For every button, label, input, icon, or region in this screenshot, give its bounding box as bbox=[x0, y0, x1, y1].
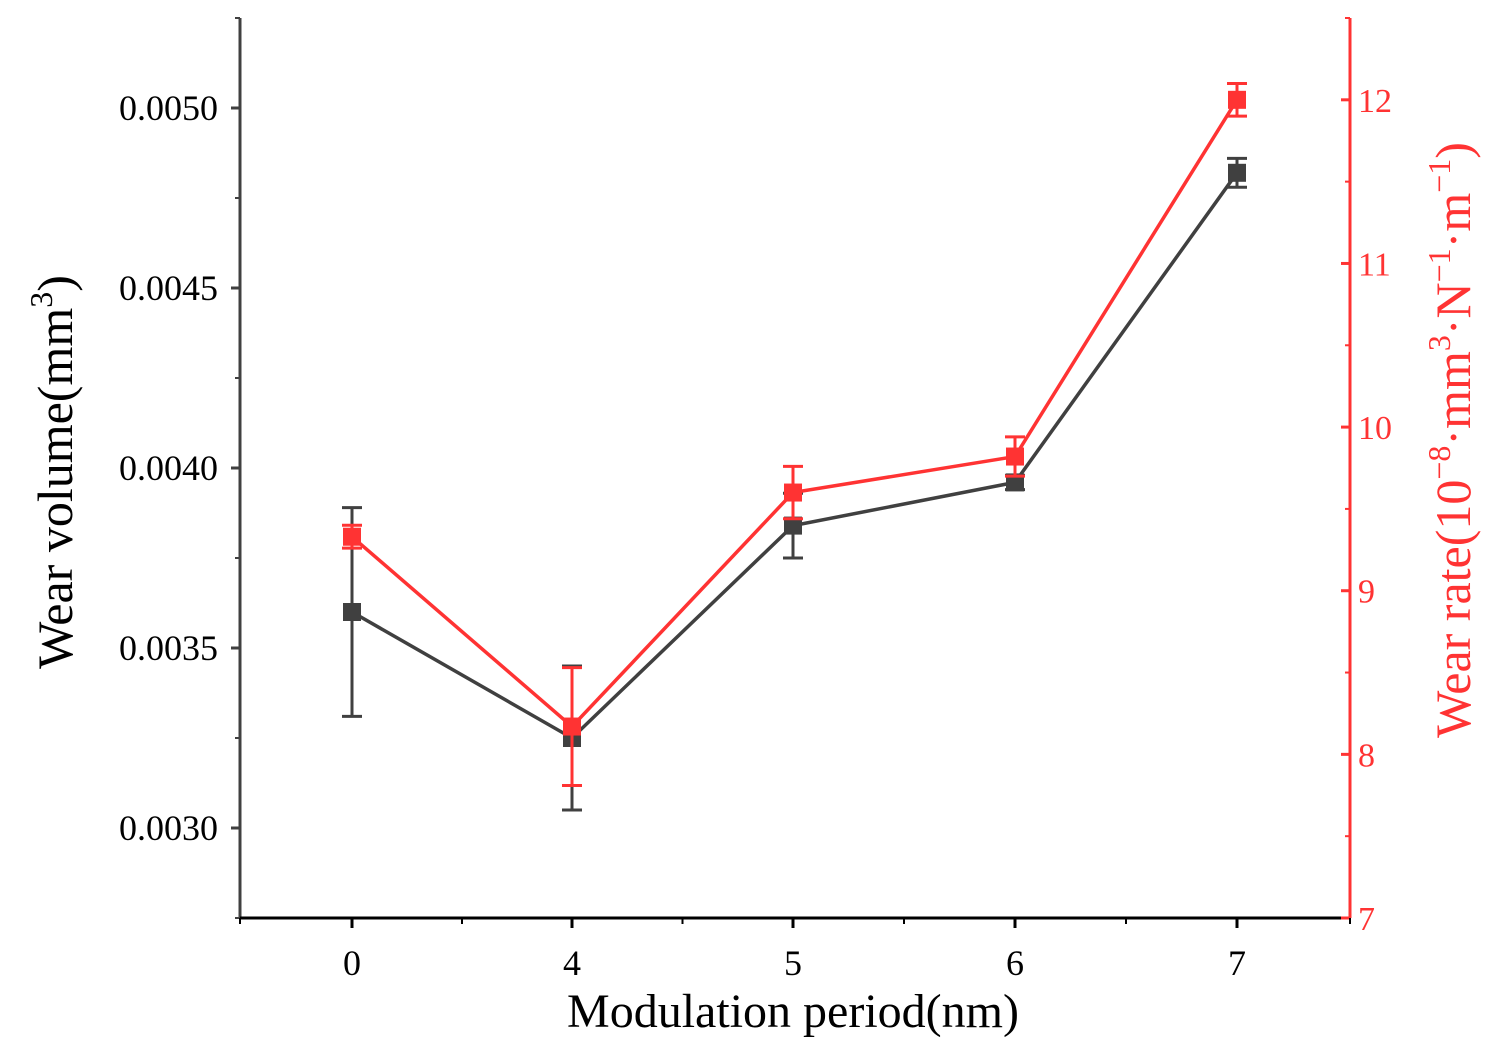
series-line-wear-rate bbox=[350, 98, 1239, 729]
y-right-tick-label: 7 bbox=[1358, 901, 1375, 938]
x-tick-label: 5 bbox=[784, 943, 802, 983]
data-point bbox=[1228, 163, 1246, 182]
y-right-tick-label: 11 bbox=[1358, 246, 1391, 283]
y-axis-left-label: Wear volume(mm3) bbox=[23, 275, 83, 669]
y-right-tick-label: 10 bbox=[1358, 410, 1392, 447]
tick-marks bbox=[231, 17, 1351, 928]
y-left-tick-label: 0.0045 bbox=[119, 268, 218, 308]
y-left-tick-label: 0.0030 bbox=[119, 808, 218, 848]
data-point bbox=[1228, 90, 1246, 109]
x-axis-label: Modulation period(nm) bbox=[567, 985, 1019, 1038]
y-left-tick-label: 0.0035 bbox=[119, 628, 218, 668]
data-point bbox=[563, 717, 581, 736]
y-left-tick-label: 0.0050 bbox=[119, 88, 218, 128]
y-right-tick-label: 12 bbox=[1358, 83, 1392, 120]
data-point bbox=[784, 516, 802, 535]
plot-area bbox=[342, 81, 1247, 812]
data-point bbox=[343, 603, 361, 621]
data-point bbox=[1006, 447, 1024, 466]
axes-frame bbox=[238, 18, 1352, 920]
x-tick-label: 7 bbox=[1228, 943, 1246, 983]
x-tick-label: 4 bbox=[563, 943, 581, 983]
data-point bbox=[1006, 473, 1024, 492]
y-left-tick-label: 0.0040 bbox=[119, 448, 218, 488]
x-tick-label: 6 bbox=[1006, 943, 1024, 983]
y-right-tick-label: 9 bbox=[1358, 574, 1375, 611]
y-right-tick-label: 8 bbox=[1358, 737, 1375, 774]
x-tick-label: 0 bbox=[343, 943, 361, 983]
data-point bbox=[784, 483, 802, 502]
tick-labels: 0.0030 0.0035 0.0040 0.0045 0.0050 7 8 9 10 11 12 0… bbox=[119, 83, 1392, 983]
y-axis-right-label: Wear rate(10−8·mm3·N−1·m−1) bbox=[1421, 142, 1481, 738]
data-point bbox=[343, 527, 361, 546]
